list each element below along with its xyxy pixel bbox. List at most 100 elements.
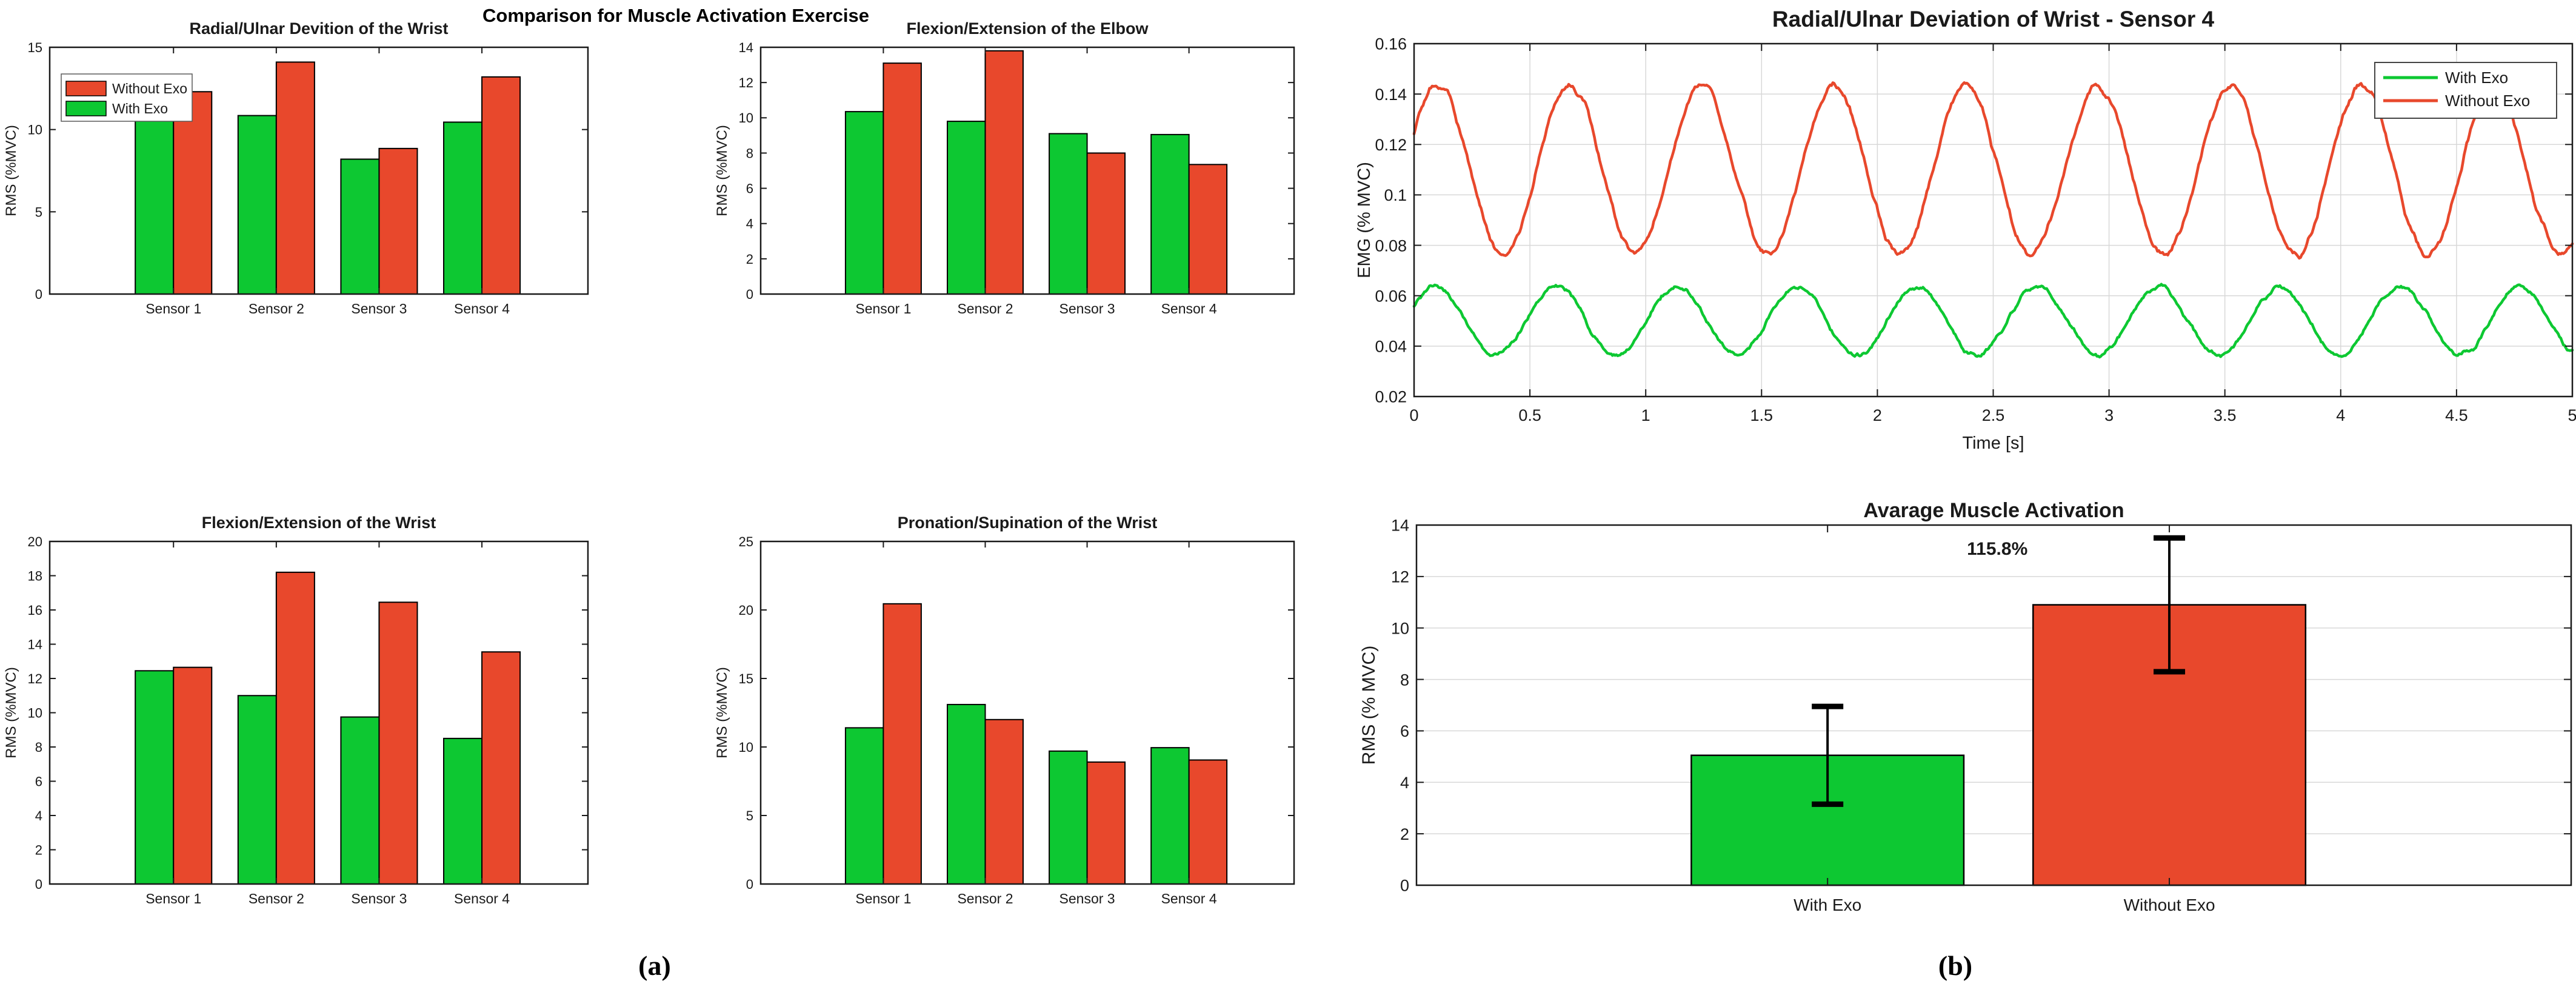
bar-without-exo-sensor-1: [173, 666, 213, 885]
bar-without-exo-sensor-1: [173, 91, 213, 295]
y-tick-label: 18: [28, 568, 42, 583]
series-line-with-exo: [1412, 283, 2574, 359]
figure-suptitle: Comparison for Muscle Activation Exercis…: [482, 5, 869, 26]
y-axis-label: RMS (%MVC): [3, 125, 19, 216]
bar-without-exo-sensor-4: [481, 651, 521, 885]
x-category-label: Sensor 3: [351, 301, 407, 316]
bar-with-exo-sensor-1: [844, 727, 884, 885]
y-axis-label: RMS (%MVC): [714, 125, 730, 216]
bar-without-exo-sensor-4: [1188, 164, 1228, 295]
y-tick-label: 6: [35, 774, 42, 789]
error-bar: [2154, 535, 2186, 675]
legend: Without Exo With Exo: [61, 73, 193, 122]
x-tick-label: 2: [1873, 406, 1882, 424]
x-category-label: Sensor 2: [249, 301, 304, 316]
bar-without-exo-sensor-2: [275, 61, 315, 295]
x-category-label: Sensor 4: [1161, 301, 1217, 316]
caption-a: (a): [638, 950, 671, 981]
x-category-label: Sensor 1: [855, 891, 911, 906]
legend-swatch: [65, 101, 107, 116]
y-tick-label: 4: [746, 216, 753, 232]
bar-chart-average-activation: 0 2 4 6 8 10 12 14 With Exo Without Exo Avarage Mu…: [1359, 499, 2572, 914]
x-category-label: Sensor 1: [855, 301, 911, 316]
y-tick-label: 0.12: [1375, 136, 1407, 154]
y-tick-label: 0.08: [1375, 236, 1407, 255]
y-tick-label: 14: [1391, 517, 1409, 535]
y-axis-label: EMG (% MVC): [1355, 162, 1374, 278]
y-tick-label: 20: [28, 534, 42, 549]
x-tick-label: 5: [2568, 406, 2576, 424]
y-tick-label: 2: [35, 842, 42, 857]
caption-b: (b): [1938, 950, 1973, 981]
y-tick-label: 2: [1400, 825, 1409, 843]
percent-annotation: 115.8%: [1967, 539, 2027, 559]
y-tick-label: 12: [1391, 568, 1409, 586]
y-tick-label: 0: [1400, 877, 1409, 895]
chart-title: Radial/Ulnar Devition of the Wrist: [189, 19, 448, 38]
bar-with-exo-sensor-3: [1049, 133, 1088, 295]
bar-with-exo-sensor-4: [1150, 747, 1190, 885]
axes-box: [1415, 524, 2572, 886]
chart-title: Flexion/Extension of the Wrist: [202, 514, 436, 532]
x-tick-label: 3: [2104, 406, 2114, 424]
bar-with-exo-sensor-3: [340, 158, 380, 295]
bar-with-exo-sensor-3: [1049, 750, 1088, 885]
y-tick-label: 0: [35, 877, 42, 892]
y-tick-label: 6: [746, 181, 753, 196]
y-axis-label: RMS (%MVC): [714, 667, 730, 759]
y-tick-label: 5: [746, 808, 753, 823]
y-tick-label: 15: [739, 671, 753, 686]
bar-without-exo-sensor-1: [883, 62, 922, 295]
bar-with-exo-sensor-1: [844, 111, 884, 295]
y-tick-label: 12: [28, 671, 42, 686]
bar-with-exo-sensor-2: [237, 115, 277, 295]
y-tick-label: 12: [739, 75, 753, 90]
bar-without-exo-sensor-3: [1086, 152, 1126, 295]
bar-with-exo-sensor-4: [443, 737, 483, 885]
x-category-label: With Exo: [1794, 896, 1861, 914]
bar-without-exo-sensor-4: [1188, 759, 1228, 885]
bar-chart-wrist-flexion: 0 2 4 6 8 10 12 14 16 18 20 Sensor 1 Sensor 2 Sensor …: [3, 514, 589, 906]
bar-with-exo-sensor-2: [947, 703, 986, 885]
y-axis-label: RMS (%MVC): [3, 667, 19, 759]
bar-without-exo-sensor-1: [883, 603, 922, 885]
bar-without-exo-sensor-3: [1086, 761, 1126, 885]
bar-with-exo-sensor-4: [443, 121, 483, 295]
y-tick-label: 8: [746, 146, 753, 161]
x-tick-label: 1: [1641, 406, 1650, 424]
axes-box: [48, 46, 589, 295]
legend-label: Without Exo: [112, 81, 187, 96]
y-tick-label: 25: [739, 534, 753, 549]
y-tick-label: 10: [1391, 619, 1409, 637]
y-tick-label: 20: [739, 603, 753, 618]
y-tick-label: 8: [1400, 671, 1409, 689]
y-tick-label: 4: [35, 808, 42, 823]
y-tick-label: 10: [28, 122, 42, 138]
x-category-label: Without Exo: [2124, 896, 2215, 914]
bar-without-exo-sensor-4: [481, 76, 521, 295]
y-tick-label: 0: [746, 287, 753, 302]
bar-without-exo-sensor-3: [378, 147, 418, 295]
bar-with-exo-sensor-2: [947, 121, 986, 295]
x-category-label: Sensor 2: [957, 301, 1013, 316]
bar-with-exo-sensor-1: [135, 87, 175, 295]
x-category-label: Sensor 4: [454, 301, 510, 316]
y-tick-label: 0.06: [1375, 287, 1407, 305]
y-tick-label: 16: [28, 603, 42, 618]
bar-chart-radial-ulnar-wrist: 0 5 10 15 Sensor 1 Sensor 2 Sensor 3 Sensor 4 Ra…: [3, 19, 589, 316]
chart-title: Pronation/Supination of the Wrist: [898, 514, 1157, 532]
x-axis-label: Time [s]: [1962, 434, 2024, 453]
legend-swatch: [65, 81, 107, 96]
x-tick-label: 0.5: [1518, 406, 1541, 424]
y-tick-label: 4: [1400, 774, 1409, 792]
x-category-label: Sensor 4: [454, 891, 510, 906]
y-tick-label: 0: [35, 287, 42, 302]
y-tick-label: 0.14: [1375, 85, 1407, 104]
x-tick-label: 3.5: [2214, 406, 2237, 424]
x-tick-label: 1.5: [1750, 406, 1774, 424]
legend-label: Without Exo: [2445, 92, 2530, 110]
bar-without-exo-sensor-3: [378, 601, 418, 885]
legend: With Exo Without Exo: [2374, 62, 2557, 119]
x-category-label: Sensor 1: [145, 891, 201, 906]
y-tick-label: 8: [35, 740, 42, 755]
